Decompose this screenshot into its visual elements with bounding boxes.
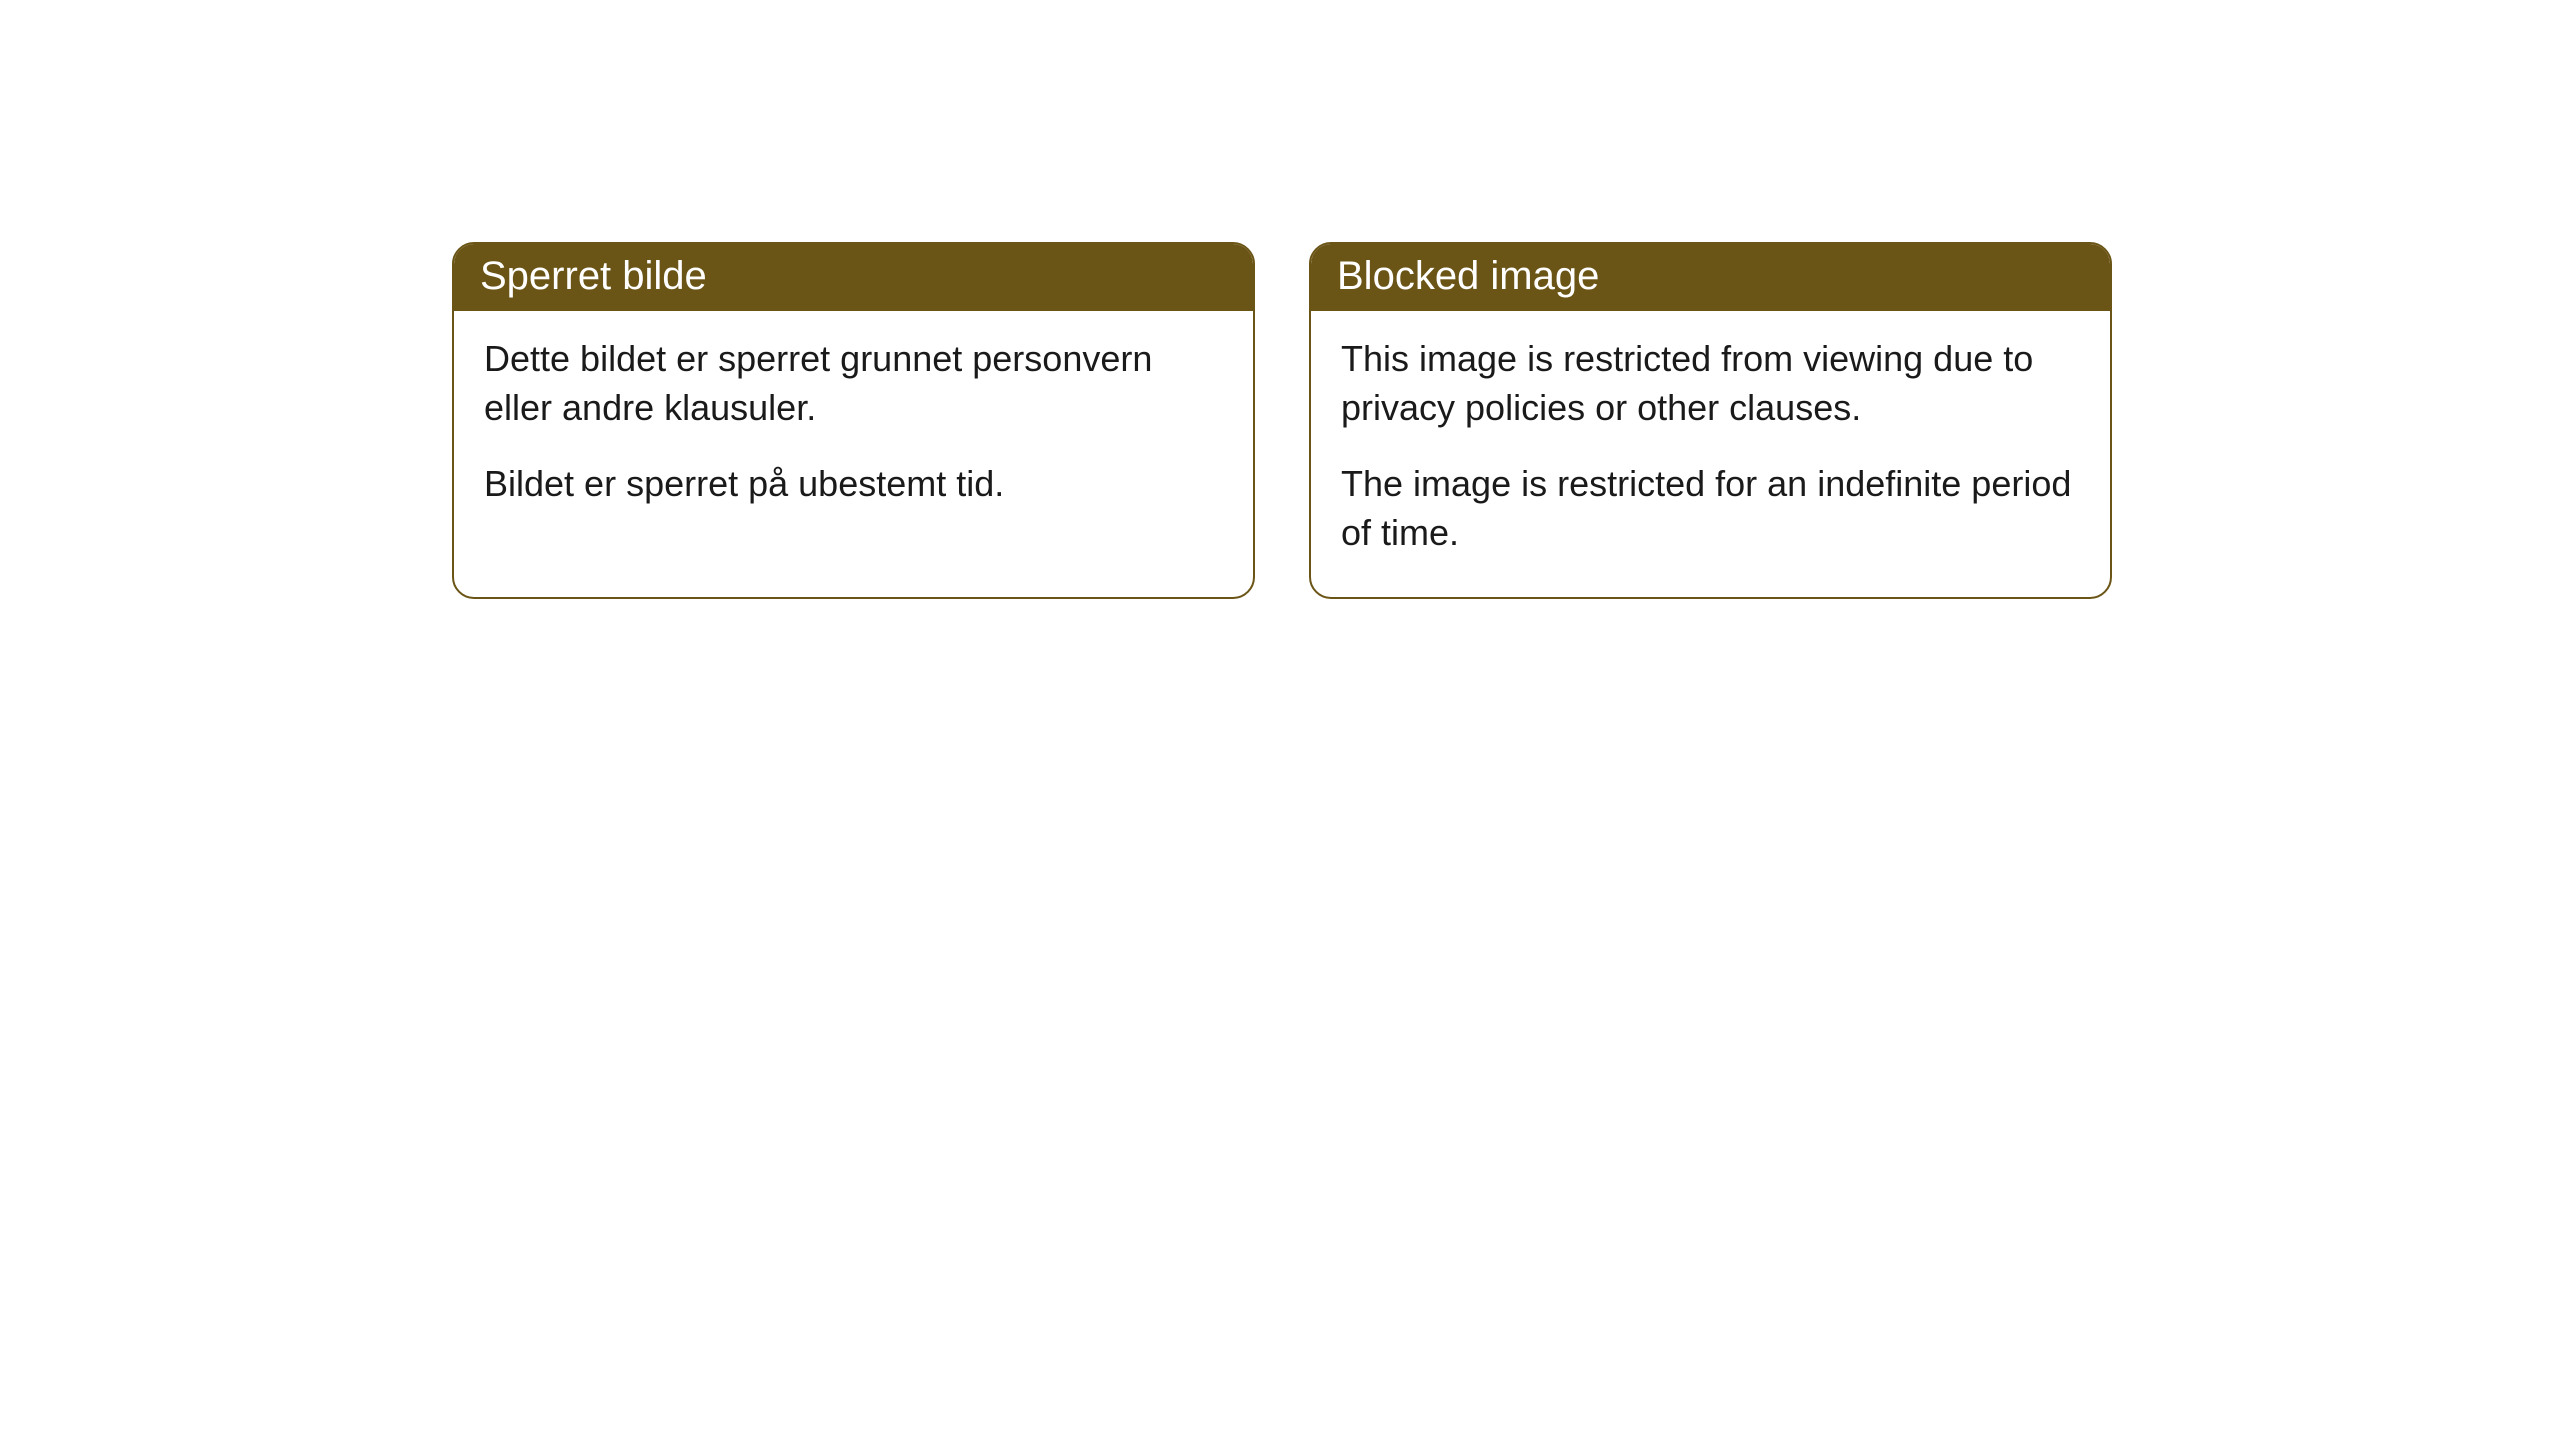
blocked-image-card-norwegian: Sperret bilde Dette bildet er sperret gr… — [452, 242, 1255, 599]
blocked-image-card-english: Blocked image This image is restricted f… — [1309, 242, 2112, 599]
card-paragraph-2: Bildet er sperret på ubestemt tid. — [484, 460, 1223, 509]
blocked-image-cards: Sperret bilde Dette bildet er sperret gr… — [452, 242, 2560, 599]
card-paragraph-1: Dette bildet er sperret grunnet personve… — [484, 335, 1223, 432]
card-body: Dette bildet er sperret grunnet personve… — [454, 311, 1253, 549]
card-title: Sperret bilde — [454, 244, 1253, 311]
card-body: This image is restricted from viewing du… — [1311, 311, 2110, 597]
card-paragraph-2: The image is restricted for an indefinit… — [1341, 460, 2080, 557]
card-paragraph-1: This image is restricted from viewing du… — [1341, 335, 2080, 432]
card-title: Blocked image — [1311, 244, 2110, 311]
